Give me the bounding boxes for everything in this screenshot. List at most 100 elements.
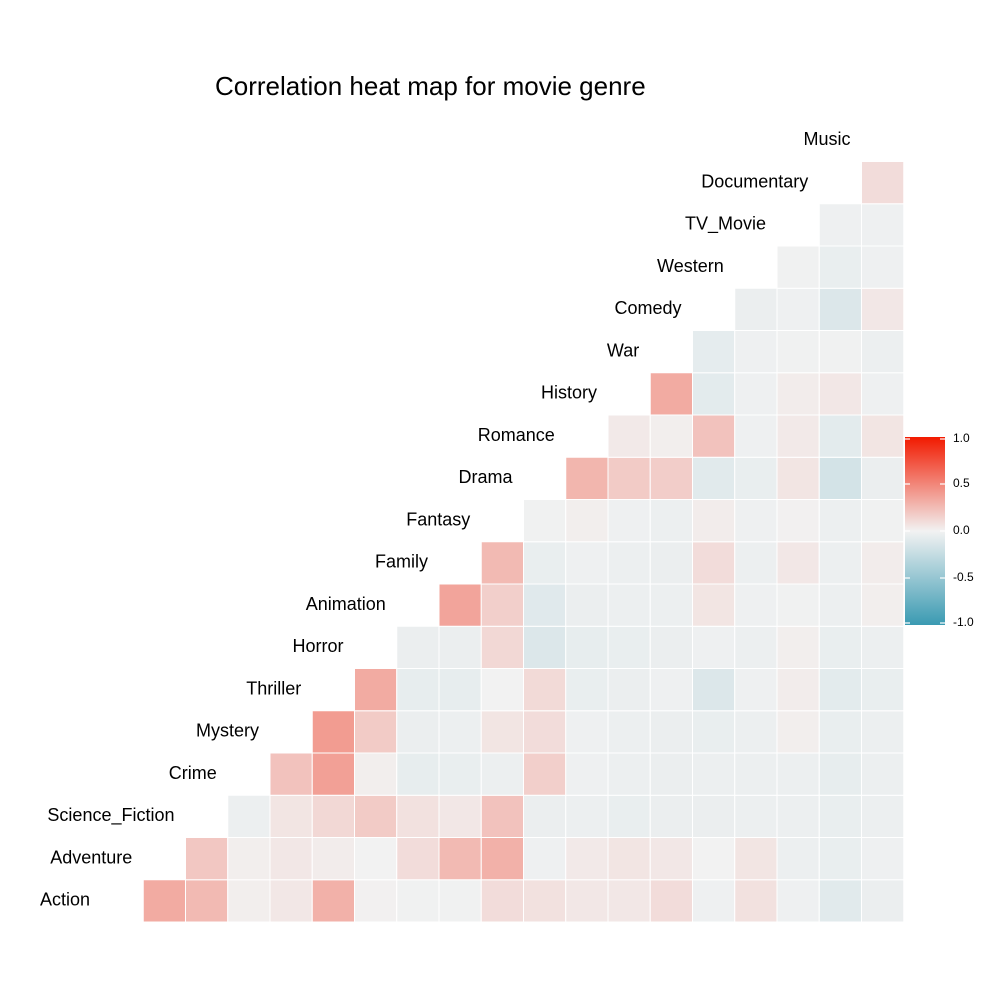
heatmap-cell — [861, 752, 905, 796]
heatmap-cell — [480, 752, 524, 796]
heatmap-cell — [861, 161, 905, 205]
heatmap-cell — [776, 414, 820, 458]
heatmap-cell — [396, 879, 440, 923]
genre-label: Fantasy — [406, 509, 470, 529]
heatmap-cell — [649, 879, 693, 923]
heatmap-cell — [861, 456, 905, 500]
heatmap-cell — [649, 837, 693, 881]
heatmap-cell — [776, 287, 820, 331]
heatmap-cell — [480, 668, 524, 712]
heatmap-cell — [776, 794, 820, 838]
heatmap-cell — [607, 837, 651, 881]
heatmap-cell — [818, 414, 862, 458]
heatmap-cell — [818, 541, 862, 585]
legend-colorbar — [905, 437, 945, 625]
heatmap-cell — [523, 583, 567, 627]
heatmap-cell — [649, 625, 693, 669]
heatmap-cell — [861, 625, 905, 669]
heatmap-cell — [692, 541, 736, 585]
heatmap-cell — [269, 752, 313, 796]
heatmap-cell — [565, 794, 609, 838]
heatmap-cells — [142, 161, 905, 923]
genre-label: Horror — [292, 636, 343, 656]
heatmap-cell — [354, 794, 398, 838]
heatmap-cell — [818, 668, 862, 712]
heatmap-cell — [438, 583, 482, 627]
heatmap-cell — [776, 541, 820, 585]
heatmap-cell — [565, 668, 609, 712]
heatmap-cell — [861, 203, 905, 247]
heatmap-cell — [565, 541, 609, 585]
heatmap-cell — [311, 710, 355, 754]
heatmap-cell — [776, 372, 820, 416]
heatmap-cell — [480, 710, 524, 754]
heatmap-cell — [776, 837, 820, 881]
heatmap-cell — [734, 583, 778, 627]
heatmap-cell — [523, 541, 567, 585]
heatmap-cell — [523, 837, 567, 881]
heatmap-cell — [734, 414, 778, 458]
heatmap-cell — [523, 668, 567, 712]
heatmap-cell — [396, 837, 440, 881]
heatmap-cell — [607, 541, 651, 585]
heatmap-cell — [480, 541, 524, 585]
heatmap-cell — [861, 372, 905, 416]
heatmap-cell — [734, 499, 778, 543]
heatmap-cell — [692, 752, 736, 796]
heatmap-cell — [776, 330, 820, 374]
heatmap-cell — [818, 372, 862, 416]
heatmap-cell — [734, 330, 778, 374]
heatmap-cell — [565, 625, 609, 669]
heatmap-cell — [649, 414, 693, 458]
heatmap-cell — [861, 287, 905, 331]
heatmap-cell — [734, 372, 778, 416]
heatmap-cell — [649, 583, 693, 627]
heatmap-cell — [396, 794, 440, 838]
heatmap-cell — [818, 794, 862, 838]
heatmap-cell — [692, 668, 736, 712]
heatmap-cell — [565, 499, 609, 543]
heatmap-cell — [142, 879, 186, 923]
chart-title: Correlation heat map for movie genre — [215, 71, 646, 101]
heatmap-cell — [649, 794, 693, 838]
heatmap-cell — [734, 625, 778, 669]
heatmap-cell — [692, 710, 736, 754]
heatmap-cell — [649, 541, 693, 585]
heatmap-cell — [523, 752, 567, 796]
heatmap-cell — [438, 625, 482, 669]
heatmap-cell — [734, 710, 778, 754]
heatmap-cell — [354, 710, 398, 754]
heatmap-cell — [607, 879, 651, 923]
heatmap-cell — [438, 752, 482, 796]
heatmap-cell — [818, 287, 862, 331]
heatmap-cell — [861, 837, 905, 881]
genre-label: Western — [657, 256, 724, 276]
heatmap-cell — [818, 583, 862, 627]
heatmap-cell — [480, 794, 524, 838]
genre-labels: Action Adventure Science_Fiction Crime Myste… — [40, 129, 851, 910]
heatmap-cell — [607, 414, 651, 458]
genre-label: Animation — [306, 594, 386, 614]
heatmap-cell — [776, 583, 820, 627]
heatmap-cell — [185, 879, 229, 923]
heatmap-cell — [438, 879, 482, 923]
heatmap-cell — [269, 879, 313, 923]
heatmap-cell — [861, 414, 905, 458]
heatmap-cell — [692, 330, 736, 374]
heatmap-cell — [565, 837, 609, 881]
heatmap-cell — [861, 794, 905, 838]
heatmap-cell — [861, 879, 905, 923]
heatmap-cell — [565, 752, 609, 796]
heatmap-cell — [396, 752, 440, 796]
heatmap-cell — [776, 752, 820, 796]
heatmap-cell — [649, 668, 693, 712]
heatmap-cell — [311, 794, 355, 838]
heatmap-cell — [523, 794, 567, 838]
heatmap-cell — [776, 710, 820, 754]
heatmap-cell — [565, 456, 609, 500]
heatmap-cell — [480, 837, 524, 881]
heatmap-cell — [227, 837, 271, 881]
genre-label: TV_Movie — [685, 214, 766, 235]
heatmap-cell — [438, 668, 482, 712]
